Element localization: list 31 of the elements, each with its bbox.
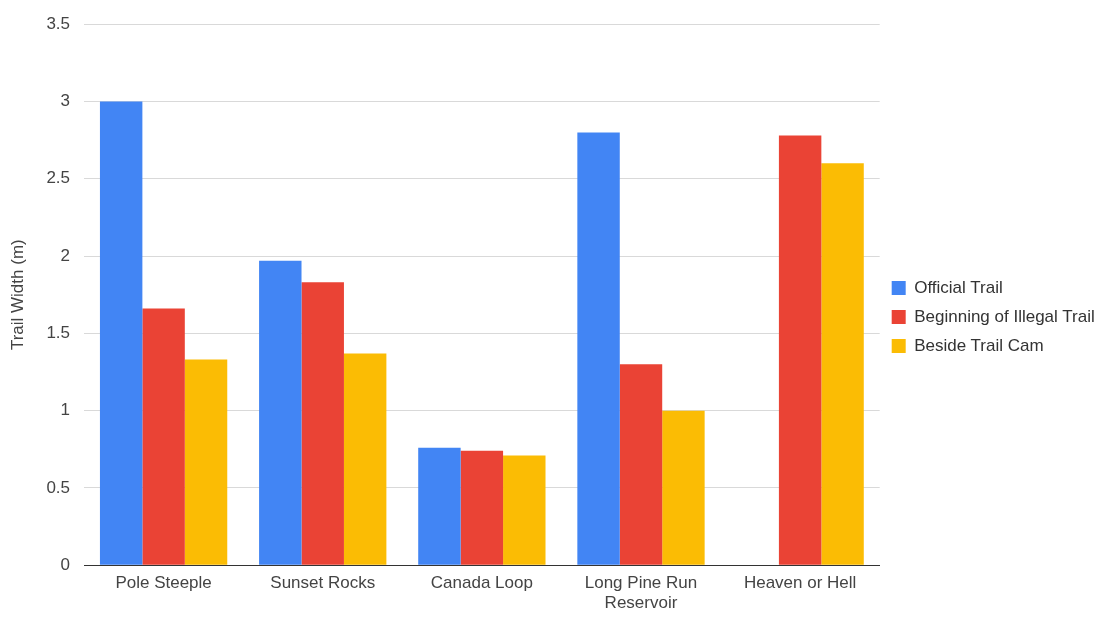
x-tick-label: Pole Steeple [115,573,212,593]
y-axis-title: Trail Width (m) [7,239,27,351]
bar [301,282,344,565]
x-tick-label: Canada Loop [430,573,533,593]
bar [821,163,864,565]
y-tick-label: 3.5 [46,13,71,33]
x-tick-label: Heaven or Hell [743,573,857,593]
bar [99,101,143,565]
y-tick-label: 3 [60,91,71,111]
y-tick-label: 1 [60,400,71,420]
bar [460,450,504,565]
bar [418,447,461,565]
y-tick-label: 2 [60,245,71,265]
legend-label: Beside Trail Cam [914,335,1044,355]
y-tick-label: 0 [60,554,71,574]
y-tick-label: 0.5 [46,477,71,497]
y-tick-label: 1.5 [46,323,71,343]
bar [778,135,822,565]
bar [343,353,387,565]
legend-label: Beginning of Illegal Trail [914,306,1095,326]
bar [662,410,705,565]
bar [577,132,620,565]
x-tick-label: Long Pine Run Reservoir [584,573,698,613]
bar [619,364,663,565]
y-tick-label: 2.5 [46,168,71,188]
x-tick-label: Sunset Rocks [270,573,376,593]
bar [259,260,302,565]
bar [503,455,546,565]
legend-label: Official Trail [914,277,1003,297]
bar [184,359,228,565]
bar [142,308,185,565]
